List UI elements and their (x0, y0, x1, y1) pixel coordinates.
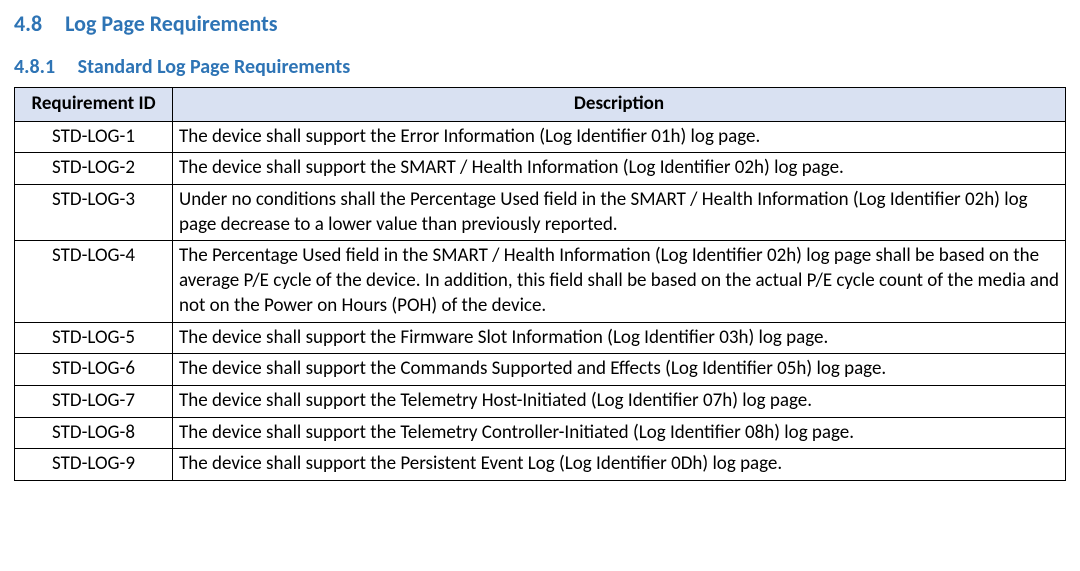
req-id: STD-LOG-2 (15, 153, 173, 185)
req-desc: The device shall support the Telemetry C… (173, 417, 1066, 449)
table-row: STD-LOG-6 The device shall support the C… (15, 354, 1066, 386)
req-desc: The device shall support the Telemetry H… (173, 385, 1066, 417)
table-row: STD-LOG-8 The device shall support the T… (15, 417, 1066, 449)
col-header-desc: Description (173, 88, 1066, 122)
section-title: Log Page Requirements (65, 10, 277, 37)
req-id: STD-LOG-9 (15, 449, 173, 481)
col-header-id: Requirement ID (15, 88, 173, 122)
req-id: STD-LOG-8 (15, 417, 173, 449)
table-row: STD-LOG-3 Under no conditions shall the … (15, 185, 1066, 241)
req-id: STD-LOG-4 (15, 241, 173, 322)
req-desc: The device shall support the Firmware Sl… (173, 322, 1066, 354)
req-desc: The device shall support the SMART / Hea… (173, 153, 1066, 185)
table-row: STD-LOG-9 The device shall support the P… (15, 449, 1066, 481)
subsection-title: Standard Log Page Requirements (78, 55, 351, 79)
req-id: STD-LOG-3 (15, 185, 173, 241)
subsection-number: 4.8.1 (14, 55, 55, 79)
req-id: STD-LOG-6 (15, 354, 173, 386)
req-id: STD-LOG-1 (15, 121, 173, 153)
req-id: STD-LOG-5 (15, 322, 173, 354)
req-desc: Under no conditions shall the Percentage… (173, 185, 1066, 241)
req-desc: The device shall support the Error Infor… (173, 121, 1066, 153)
section-number: 4.8 (14, 10, 42, 37)
subsection-heading: 4.8.1 Standard Log Page Requirements (14, 55, 1066, 79)
section-heading: 4.8 Log Page Requirements (14, 10, 1066, 37)
req-desc: The device shall support the Persistent … (173, 449, 1066, 481)
table-header-row: Requirement ID Description (15, 88, 1066, 122)
req-id: STD-LOG-7 (15, 385, 173, 417)
table-row: STD-LOG-5 The device shall support the F… (15, 322, 1066, 354)
requirements-table: Requirement ID Description STD-LOG-1 The… (14, 87, 1066, 481)
table-row: STD-LOG-2 The device shall support the S… (15, 153, 1066, 185)
table-row: STD-LOG-1 The device shall support the E… (15, 121, 1066, 153)
table-row: STD-LOG-7 The device shall support the T… (15, 385, 1066, 417)
req-desc: The Percentage Used field in the SMART /… (173, 241, 1066, 322)
table-row: STD-LOG-4 The Percentage Used field in t… (15, 241, 1066, 322)
req-desc: The device shall support the Commands Su… (173, 354, 1066, 386)
